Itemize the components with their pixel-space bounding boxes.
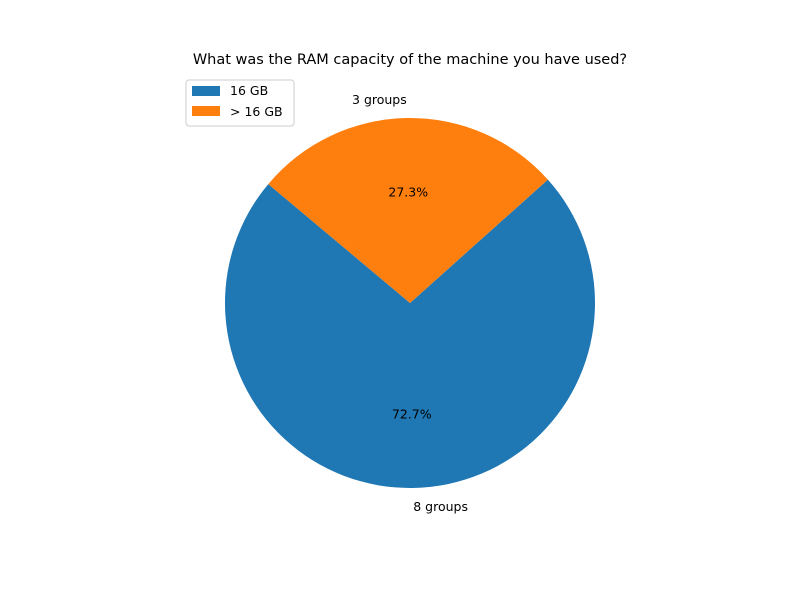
legend-entry-16gb: 16 GB (192, 83, 268, 98)
count-label-16gb: 8 groups (413, 499, 468, 514)
pie-slice-16gb (225, 179, 596, 489)
pie-slice-gt16gb (268, 118, 548, 303)
legend: 16 GB > 16 GB (185, 79, 295, 127)
chart-title: What was the RAM capacity of the machine… (193, 52, 627, 68)
count-label-gt16gb: 3 groups (352, 92, 407, 107)
legend-swatch-16gb (192, 86, 220, 96)
pie-labels: 72.7% 8 groups 27.3% 3 groups (352, 92, 468, 514)
legend-swatch-gt16gb (192, 106, 220, 116)
legend-entry-gt16gb: > 16 GB (192, 104, 283, 119)
pie-slices (225, 118, 596, 489)
legend-label-gt16gb: > 16 GB (230, 104, 283, 119)
percent-label-16gb: 72.7% (392, 406, 432, 421)
percent-label-gt16gb: 27.3% (388, 185, 428, 200)
legend-label-16gb: 16 GB (230, 83, 268, 98)
